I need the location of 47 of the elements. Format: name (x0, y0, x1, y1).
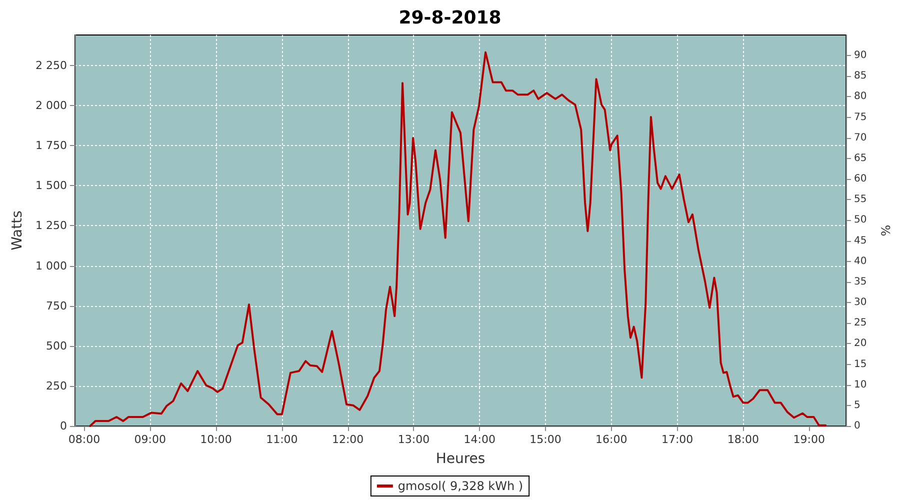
x-tick-label: 15:00 (530, 433, 562, 446)
y2-tick-label: 90 (854, 50, 867, 62)
x-tick-label: 16:00 (596, 433, 628, 446)
line-series (89, 51, 827, 427)
y2-tick-label: 5 (854, 400, 860, 411)
x-tick-label: 13:00 (398, 433, 430, 446)
y2-tick-label: 40 (854, 256, 867, 267)
y2-tick-label: 0 (854, 420, 860, 432)
y-tick-label: 1 000 (36, 259, 67, 272)
y2-tick-label: 15 (854, 358, 867, 370)
y-tick-label: 1 250 (36, 219, 67, 232)
y-tick-label: 500 (46, 339, 67, 352)
y-tick-label: 2 250 (36, 58, 67, 72)
chart-title: 29-8-2018 (398, 8, 502, 28)
x-tick-label: 12:00 (332, 433, 364, 446)
legend-label: gmosol( 9,328 kWh ) (398, 479, 524, 493)
y2-tick-label: 45 (854, 235, 867, 246)
x-axis-title: Heures (436, 451, 486, 467)
y-tick-label: 1 750 (36, 139, 67, 152)
y2-tick-label: 85 (854, 70, 867, 82)
y2-tick-label: 20 (854, 338, 867, 350)
y2-tick-label: 80 (854, 91, 867, 102)
y-axis-title: Watts (10, 210, 26, 250)
y2-tick-label: 25 (854, 318, 867, 329)
x-tick-label: 09:00 (134, 433, 166, 446)
y-tick-label: 0 (60, 420, 67, 432)
x-tick-label: 14:00 (464, 433, 496, 446)
y2-tick-label: 65 (854, 152, 867, 164)
y2-tick-label: 55 (854, 194, 867, 206)
y2-tick-label: 70 (854, 132, 867, 144)
y-tick-label: 750 (46, 299, 67, 312)
y2-tick-label: 10 (854, 379, 867, 390)
y-tick-label: 250 (46, 379, 67, 392)
x-tick-label: 19:00 (793, 433, 825, 446)
y2-tick-label: 30 (854, 297, 867, 308)
y-tick-label: 2 000 (36, 99, 67, 112)
y2-tick-label: 75 (854, 112, 867, 123)
x-tick-label: 08:00 (68, 433, 100, 446)
x-tick-label: 18:00 (727, 433, 760, 446)
y2-tick-label: 60 (854, 174, 867, 185)
y-tick-label: 1 500 (36, 179, 67, 192)
x-tick-label: 17:00 (661, 433, 694, 446)
y2-tick-label: 35 (854, 276, 867, 288)
y2-tick-label: 50 (854, 214, 867, 226)
x-tick-label: 11:00 (266, 433, 298, 446)
y2-axis-title: % (879, 224, 893, 236)
x-tick-label: 10:00 (200, 433, 232, 446)
